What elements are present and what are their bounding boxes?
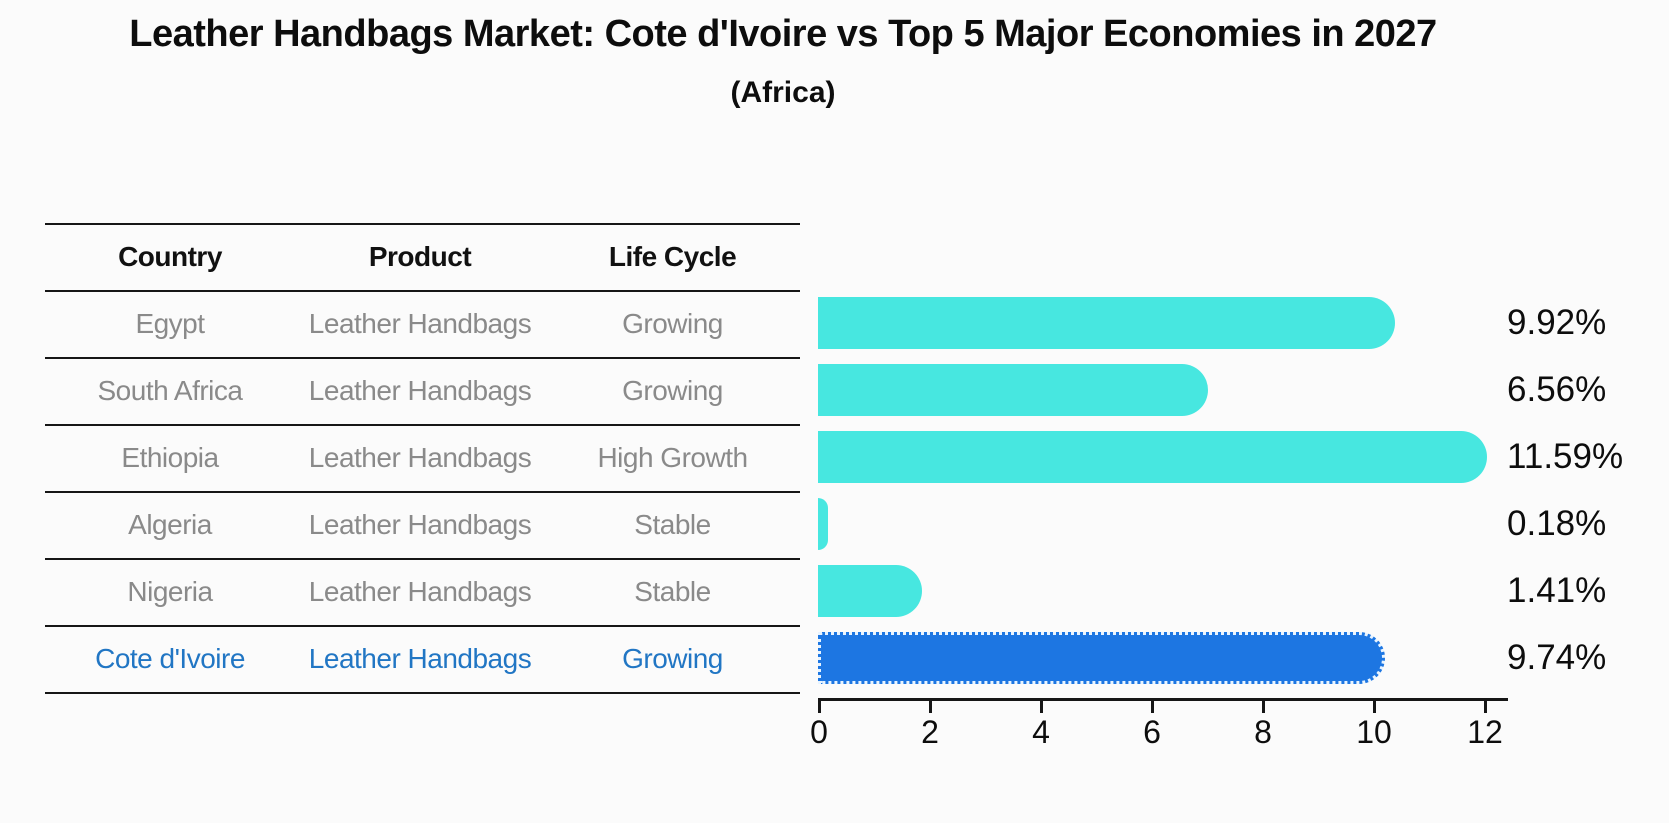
table-cell-product: Leather Handbags [308,308,532,339]
x-axis-tick [817,701,821,713]
table-divider-line [45,290,800,292]
table-divider-line [45,558,800,560]
chart-title: Leather Handbags Market: Cote d'Ivoire v… [129,13,1437,55]
value-label: 1.41% [1507,571,1607,610]
bar [818,364,1209,416]
x-axis-tick-label: 12 [1467,714,1503,750]
table-header-cell-product: Product [368,241,472,272]
bar [818,565,923,617]
table-row: Egypt Leather Handbags Growing [45,290,800,357]
table-cell-product: Leather Handbags [308,375,532,406]
table-cell-life-cycle: Growing [622,375,723,406]
x-axis-tick-label: 4 [1032,714,1050,750]
table-divider-line [45,223,800,225]
x-axis-tick [1150,701,1154,713]
table-header-row: Country Product Life Cycle [45,223,800,290]
x-axis-tick [1039,701,1043,713]
x-axis-tick [928,701,932,713]
table-row: Algeria Leather Handbags Stable [45,491,800,558]
table-cell-product: Leather Handbags [308,442,532,473]
value-label: 9.74% [1507,638,1607,677]
table-cell-life-cycle: Stable [634,576,711,607]
table-header-cell-country: Country [118,241,222,272]
table-cell-country: Nigeria [127,576,213,607]
table-cell-product: Leather Handbags [308,576,532,607]
x-axis-tick [1261,701,1265,713]
bar [818,297,1395,349]
table-divider-line [45,625,800,627]
x-axis-line [818,698,1508,701]
table-divider-line [45,424,800,426]
table-cell-country: Algeria [128,509,212,540]
bar [818,431,1488,483]
table-cell-country: Cote d'Ivoire [95,643,245,674]
table-cell-country: Egypt [135,308,205,339]
table-cell-life-cycle: Stable [634,509,711,540]
x-axis-tick-label: 8 [1254,714,1272,750]
table-cell-country: Ethiopia [121,442,219,473]
value-label: 9.92% [1507,303,1607,342]
table-cell-life-cycle: Growing [622,308,723,339]
table-cell-country: South Africa [97,375,243,406]
bar [818,498,828,550]
value-label: 0.18% [1507,504,1607,543]
x-axis-tick-label: 0 [810,714,828,750]
x-axis-tick-label: 10 [1356,714,1392,750]
table-row: South Africa Leather Handbags Growing [45,357,800,424]
table-divider-line [45,491,800,493]
table-row: Ethiopia Leather Handbags High Growth [45,424,800,491]
table-divider-line [45,692,800,694]
value-label: 11.59% [1507,437,1624,476]
x-axis-tick [1483,701,1487,713]
table-cell-product: Leather Handbags [308,643,532,674]
chart-subtitle: (Africa) [730,76,836,109]
table-row: Cote d'Ivoire Leather Handbags Growing [45,625,800,692]
x-axis-tick-label: 2 [921,714,939,750]
table-divider-line [45,357,800,359]
table-cell-life-cycle: High Growth [597,442,748,473]
value-label: 6.56% [1507,370,1607,409]
x-axis-tick [1372,701,1376,713]
table-cell-life-cycle: Growing [622,643,723,674]
table-header-cell-life-cycle: Life Cycle [608,241,737,272]
x-axis-tick-label: 6 [1143,714,1161,750]
table-row: Nigeria Leather Handbags Stable [45,558,800,625]
table-cell-product: Leather Handbags [308,509,532,540]
bar-highlight [818,632,1385,684]
